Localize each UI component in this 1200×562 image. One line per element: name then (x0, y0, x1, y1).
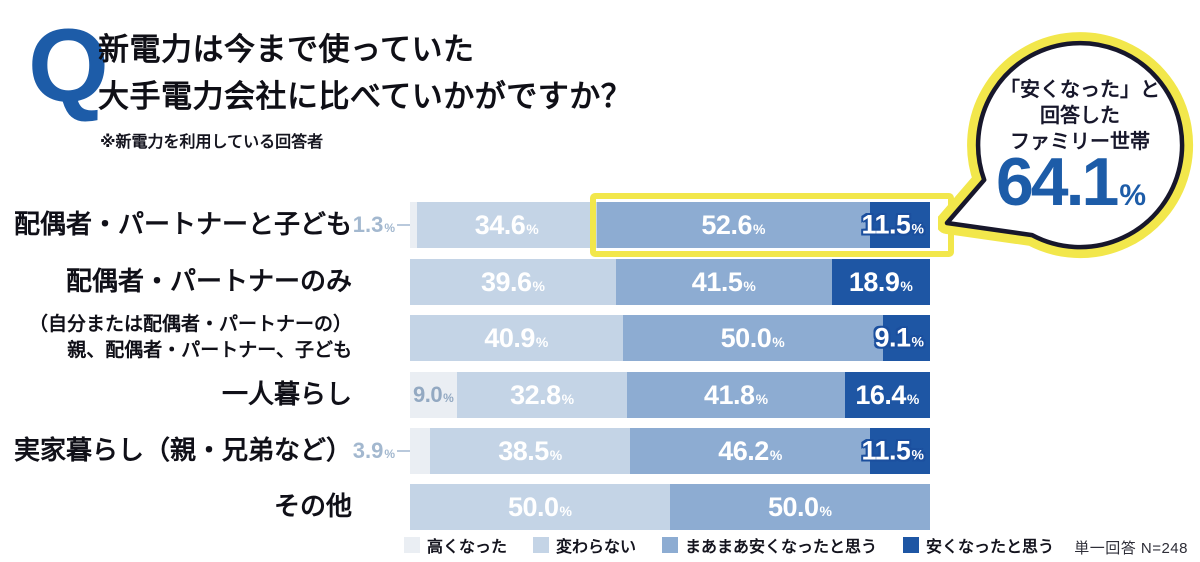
stacked-bar: 38.5% 46.2% 11.5% (410, 428, 930, 474)
bar-segment-same: 32.8% (456, 372, 628, 418)
legend: 高くなった 変わらない まあまあ安くなったと思う 安くなったと思う (404, 533, 1054, 557)
legend-item-somewhat: まあまあ安くなったと思う (662, 533, 877, 557)
legend-swatch-same (533, 537, 550, 553)
legend-label-up: 高くなった (427, 539, 508, 556)
category-label: 配偶者・パートナーのみ (0, 259, 352, 305)
segment-value-label: 11.5% (861, 435, 924, 466)
legend-label-same: 変わらない (556, 539, 637, 556)
stacked-bar: 34.6% 52.6% 11.5% (410, 202, 930, 248)
bar-segment-same: 39.6% (410, 259, 616, 305)
category-label: 実家暮らし（親・兄弟など） (0, 428, 352, 474)
stacked-bar: 9.0% 32.8% 41.8% 16.4% (410, 372, 930, 418)
bar-segment-somewhat: 50.0% (670, 484, 930, 530)
category-label-line: 配偶者・パートナーのみ (65, 266, 352, 297)
page-title-line1: 新電力は今まで使っていた (98, 32, 475, 67)
chart-row: 一人暮らし 9.0% 32.8% 41.8% 16.4% (0, 372, 1200, 418)
page-title: 新電力は今まで使っていた 大手電力会社に比べていかがですか？ (98, 26, 632, 120)
segment-value-label: 38.5% (498, 435, 563, 466)
category-label-line: （自分または配偶者・パートナーの） (28, 314, 352, 336)
chart-row: 実家暮らし（親・兄弟など） 3.9% 38.5% 46.2% 11.5% (0, 428, 1200, 474)
legend-label-cheaper: 安くなったと思う (926, 539, 1055, 556)
legend-item-cheaper: 安くなったと思う (903, 533, 1054, 557)
bar-segment-somewhat: 46.2% (630, 428, 871, 474)
stacked-bar: 40.9% 50.0% 9.1% (410, 315, 930, 361)
category-label-line: 一人暮らし (221, 379, 352, 410)
bar-segment-up: 9.0% (410, 372, 457, 418)
bar-segment-up (410, 428, 431, 474)
chart-row: （自分または配偶者・パートナーの） 親、配偶者・パートナー、子ども 40.9% 50.… (0, 314, 1200, 361)
bar-segment-same: 50.0% (410, 484, 670, 530)
segment-value-label: 11.5% (861, 209, 924, 240)
badge-caption-line1: 「安くなった」と (1000, 79, 1160, 101)
bar-segment-cheaper: 11.5% (861, 202, 930, 248)
chart-row: 配偶者・パートナーのみ 39.6% 41.5% 18.9% (0, 259, 1200, 305)
segment-value-label: 50.0% (767, 491, 832, 522)
bar-segment-same: 38.5% (430, 428, 631, 474)
bar-segment-cheaper: 18.9% (831, 259, 930, 305)
category-label-line: 実家暮らし（親・兄弟など） (13, 435, 352, 466)
badge-value-number: 64.1 (995, 144, 1119, 220)
legend-swatch-up (404, 537, 420, 553)
category-label: 一人暮らし (0, 372, 352, 418)
speech-bubble-shape (938, 32, 1194, 259)
category-label: （自分または配偶者・パートナーの） 親、配偶者・パートナー、子ども (0, 314, 352, 361)
bar-segment-somewhat: 52.6% (596, 202, 871, 248)
segment-value-label: 40.9% (484, 322, 549, 353)
segment-value-label: 46.2% (718, 435, 783, 466)
badge-value: 64.1% (955, 146, 1187, 237)
response-footnote: 単一回答 N=248 (1074, 540, 1188, 557)
outside-value-label: 1.3% (350, 202, 410, 248)
badge-value-unit: % (1119, 179, 1147, 212)
leader-line (397, 450, 410, 452)
category-label-line: その他 (273, 491, 352, 522)
page-title-line2: 大手電力会社に比べていかがですか？ (98, 79, 633, 114)
bar-segment-cheaper: 9.1% (874, 315, 930, 361)
segment-value-label: 32.8% (510, 379, 575, 410)
chart-row: その他 50.0% 50.0% (0, 484, 1200, 530)
badge-caption: 「安くなった」と 回答した ファミリー世帯 (988, 77, 1172, 155)
bar-segment-somewhat: 41.5% (615, 259, 832, 305)
legend-item-same: 変わらない (533, 533, 636, 557)
badge-caption-line3: ファミリー世帯 (1010, 131, 1150, 153)
badge-caption-line2: 回答した (1040, 105, 1120, 127)
segment-value-label: 41.5% (691, 266, 756, 297)
segment-value-label: 50.0% (507, 491, 572, 522)
segment-value-label: 50.0% (720, 322, 785, 353)
category-label: 配偶者・パートナーと子ども (0, 202, 352, 248)
segment-value-label: 9.0% (413, 382, 454, 407)
legend-item-up: 高くなった (404, 533, 507, 557)
segment-value-label: 41.8% (704, 379, 769, 410)
survey-note: ※新電力を利用している回答者 (100, 134, 324, 151)
category-label-line: 配偶者・パートナーと子ども (13, 209, 352, 240)
legend-swatch-somewhat (662, 537, 679, 553)
segment-value-label: 34.6% (474, 209, 539, 240)
legend-swatch-cheaper (903, 537, 920, 553)
segment-value-label: 9.1% (874, 322, 924, 353)
stacked-bar: 50.0% 50.0% (410, 484, 930, 530)
segment-value-label: 16.4% (855, 379, 920, 410)
outside-value-label: 3.9% (350, 428, 410, 474)
segment-value-label: 18.9% (848, 266, 913, 297)
bar-segment-cheaper: 11.5% (861, 428, 930, 474)
bar-segment-cheaper: 16.4% (844, 372, 930, 418)
bar-segment-up (410, 202, 417, 248)
category-label: その他 (0, 484, 352, 530)
question-mark-q: Q (28, 8, 109, 124)
leader-line (397, 224, 410, 226)
stacked-bar: 39.6% 41.5% 18.9% (410, 259, 930, 305)
segment-value-label: 39.6% (480, 266, 545, 297)
segment-value-label: 52.6% (701, 209, 766, 240)
bar-segment-same: 34.6% (416, 202, 597, 248)
bar-segment-somewhat: 41.8% (627, 372, 845, 418)
bar-segment-somewhat: 50.0% (622, 315, 883, 361)
category-label-line: 親、配偶者・パートナー、子ども (67, 340, 352, 361)
bar-segment-same: 40.9% (410, 315, 623, 361)
legend-label-somewhat: まあまあ安くなったと思う (685, 539, 878, 556)
